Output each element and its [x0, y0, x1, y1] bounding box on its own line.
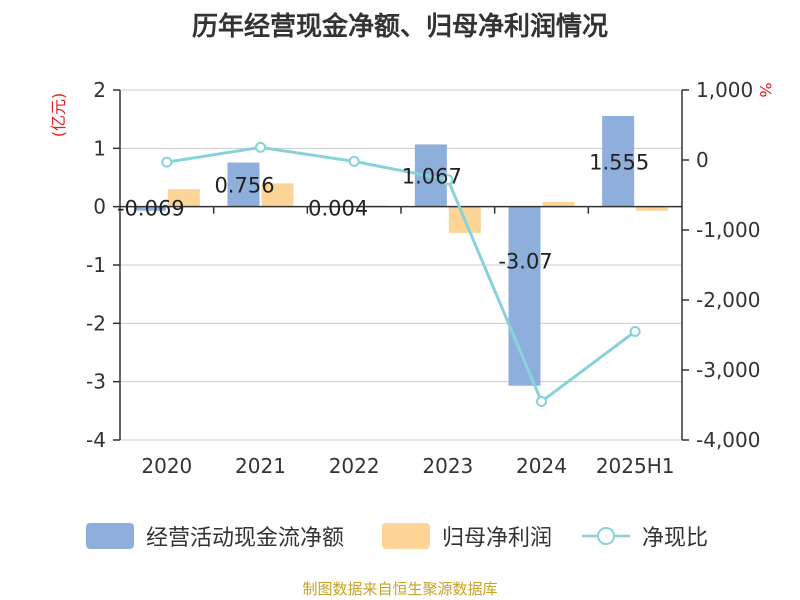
y-right-tick-label: 1,000 — [696, 78, 753, 102]
line-point-ratio — [255, 141, 266, 153]
y-left-tick-label: -1 — [86, 253, 106, 277]
chart-legend: 经营活动现金流净额 归母净利润 净现比 — [0, 514, 800, 558]
legend-swatch-profit — [382, 523, 430, 549]
bar-profit — [636, 206, 669, 211]
line-point-ratio — [161, 156, 173, 168]
line-point-ratio — [629, 326, 641, 337]
y-right-tick-label: 0 — [696, 148, 709, 172]
y-left-tick-label: 1 — [93, 136, 106, 160]
y-right-tick-label: -3,000 — [696, 358, 760, 382]
x-tick-label: 2023 — [422, 454, 473, 478]
x-tick-label: 2022 — [329, 454, 380, 478]
y-right-tick-label: -4,000 — [696, 428, 760, 452]
x-tick-label: 2020 — [141, 454, 192, 478]
data-label-cash: 0.004 — [308, 197, 368, 221]
legend-label-profit: 归母净利润 — [442, 526, 553, 551]
bar-profit — [542, 202, 575, 207]
x-tick-label: 2021 — [235, 454, 286, 478]
source-note: 制图数据来自恒生聚源数据库 — [302, 580, 498, 598]
y-right-tick-label: -1,000 — [696, 218, 760, 242]
data-label-cash: 1.555 — [589, 150, 649, 174]
line-point-ratio — [442, 174, 454, 186]
data-label-cash: 1.067 — [402, 165, 462, 189]
bar-cash — [133, 206, 166, 211]
legend-label-cash: 经营活动现金流净额 — [146, 526, 345, 551]
y-left-tick-label: -2 — [86, 311, 106, 335]
line-point-ratio — [348, 155, 360, 167]
bar-profit — [261, 183, 294, 207]
x-tick-label: 2025H1 — [596, 454, 675, 478]
legend-swatch-ratio — [582, 523, 630, 549]
legend-swatch-cash — [86, 523, 134, 549]
y-left-tick-label: 0 — [93, 195, 106, 219]
y-left-tick-label: -3 — [86, 370, 106, 394]
legend-item-cash[interactable]: 经营活动现金流净额 — [86, 514, 344, 558]
y-right-unit-label: % — [756, 82, 775, 97]
legend-label-ratio: 净现比 — [642, 526, 709, 551]
bar-cash — [227, 162, 260, 207]
line-point-ratio — [536, 396, 547, 407]
y-left-tick-label: 2 — [93, 78, 106, 102]
y-left-tick-label: -4 — [86, 428, 106, 452]
y-left-unit-label: (亿元) — [49, 93, 68, 138]
x-tick-label: 2024 — [516, 454, 567, 478]
legend-item-profit[interactable]: 归母净利润 — [382, 514, 552, 558]
data-label-cash: 0.756 — [214, 174, 274, 198]
legend-item-ratio[interactable]: 净现比 — [582, 514, 708, 558]
y-right-tick-label: -2,000 — [696, 288, 760, 312]
series-line-ratio — [166, 145, 637, 404]
bar-profit — [167, 189, 200, 207]
bar-cash — [602, 115, 635, 207]
chart-title: 历年经营现金净额、归母净利润情况 — [191, 12, 608, 42]
data-label-cash: -0.069 — [117, 197, 185, 221]
data-label-cash: -3.07 — [498, 249, 552, 273]
bar-cash — [508, 206, 541, 386]
